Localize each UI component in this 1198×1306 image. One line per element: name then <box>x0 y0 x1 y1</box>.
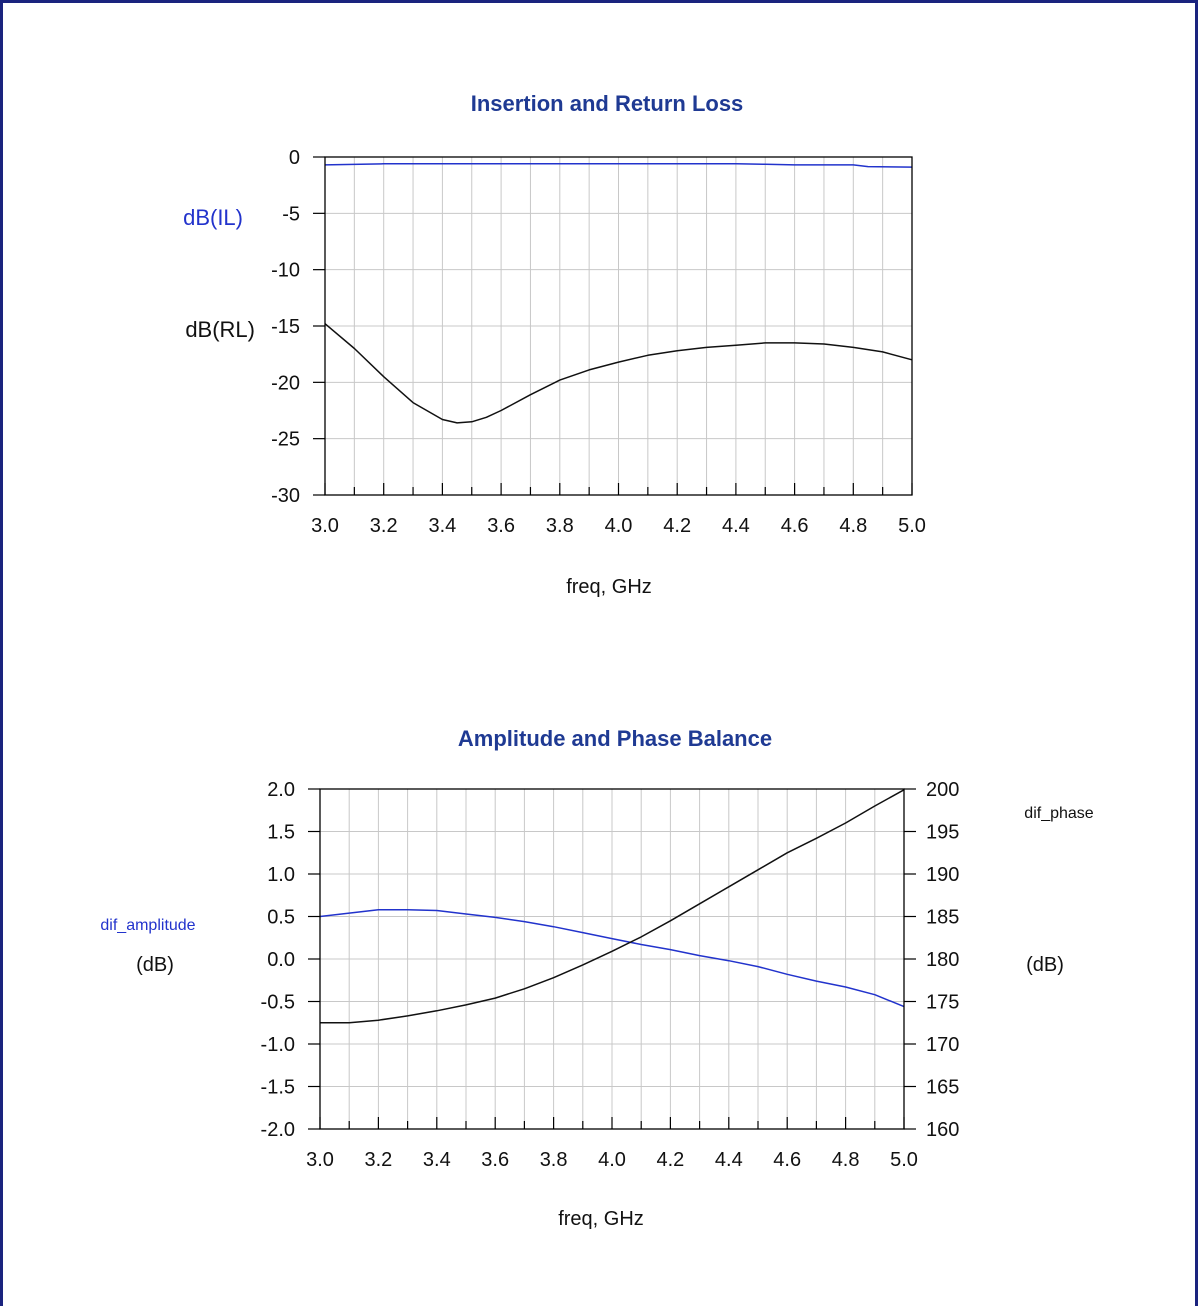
chart1-series <box>324 163 913 424</box>
c2-y2-tick-label: 195 <box>926 822 959 844</box>
c1-series-line-db-il- <box>324 163 913 168</box>
c2-x-tick-label: 4.8 <box>832 1149 860 1171</box>
c2-x-tick-label: 3.8 <box>540 1149 568 1171</box>
charts-canvas: Insertion and Return Loss 3.0 3.2 3.4 3.6 3.… <box>100 91 1093 1230</box>
chart1-series-label-il: dB(IL) <box>183 205 243 230</box>
c1-x-tick-label: 4.4 <box>722 515 750 537</box>
c1-series-line-db-rl- <box>324 323 913 424</box>
c1-y-tick-label: -10 <box>271 260 300 282</box>
chart2-right-unit: (dB) <box>1026 954 1064 976</box>
c1-x-tick-label: 4.0 <box>605 515 633 537</box>
c2-y-tick-label: 2.0 <box>267 779 295 801</box>
insertion-return-loss-chart: Insertion and Return Loss 3.0 3.2 3.4 3.6 3.… <box>183 91 926 598</box>
chart2-series-label-amplitude: dif_amplitude <box>100 917 195 934</box>
c2-y-tick-label: 0.0 <box>267 949 295 971</box>
c2-x-tick-label: 3.2 <box>364 1149 392 1171</box>
chart2-y-ticks: 2.0 1.5 1.0 0.5 0.0 -0.5 -1.0 -1.5 -2.0 <box>261 779 320 1141</box>
c2-series-line-dif-phase <box>320 789 905 1024</box>
c2-x-tick-label: 5.0 <box>890 1149 918 1171</box>
c1-y-tick-label: -25 <box>271 429 300 451</box>
chart2-title: Amplitude and Phase Balance <box>458 726 772 751</box>
c1-x-tick-label: 4.2 <box>663 515 691 537</box>
chart2-grid <box>320 789 904 1129</box>
c2-x-tick-label: 4.2 <box>656 1149 684 1171</box>
chart1-y-ticks: 0 -5 -10 -15 -20 -25 -30 <box>271 147 325 507</box>
c1-x-tick-label: 3.6 <box>487 515 515 537</box>
chart1-series-label-rl: dB(RL) <box>185 317 255 342</box>
c2-x-tick-label: 4.6 <box>773 1149 801 1171</box>
c1-x-tick-label: 4.8 <box>839 515 867 537</box>
c1-y-tick-label: -20 <box>271 372 300 394</box>
c2-y-tick-label: -1.0 <box>261 1034 295 1056</box>
chart1-xlabel: freq, GHz <box>566 576 652 598</box>
c1-x-tick-label: 4.6 <box>781 515 809 537</box>
c2-y2-tick-label: 170 <box>926 1034 959 1056</box>
c1-x-tick-label: 3.4 <box>428 515 456 537</box>
c2-y2-tick-label: 175 <box>926 992 959 1014</box>
chart2-series <box>319 789 905 1024</box>
c2-y-tick-label: 0.5 <box>267 907 295 929</box>
chart2-x-ticks: 3.0 3.2 3.4 3.6 3.8 4.0 4.2 4.4 4.6 4.8 5.0 <box>306 1117 918 1171</box>
c2-y-tick-label: -1.5 <box>261 1077 295 1099</box>
c1-y-tick-label: -15 <box>271 316 300 338</box>
c1-y-tick-label: -5 <box>282 203 300 225</box>
c1-x-tick-label: 3.8 <box>546 515 574 537</box>
c2-series-line-dif-amplitude <box>319 908 905 1008</box>
c2-y2-tick-label: 200 <box>926 779 959 801</box>
chart2-left-unit: (dB) <box>136 954 174 976</box>
c2-y-tick-label: 1.5 <box>267 822 295 844</box>
chart1-grid <box>325 157 912 495</box>
c2-y2-tick-label: 180 <box>926 949 959 971</box>
chart2-y2-ticks: 200 195 190 185 180 175 170 165 160 <box>904 779 959 1141</box>
c2-x-tick-label: 3.6 <box>481 1149 509 1171</box>
c2-x-tick-label: 3.4 <box>423 1149 451 1171</box>
c2-y-tick-label: 1.0 <box>267 864 295 886</box>
c2-y2-tick-label: 160 <box>926 1119 959 1141</box>
c1-x-tick-label: 3.2 <box>370 515 398 537</box>
chart1-title: Insertion and Return Loss <box>471 91 744 116</box>
c2-x-tick-label: 4.0 <box>598 1149 626 1171</box>
c1-y-tick-label: -30 <box>271 485 300 507</box>
c2-y2-tick-label: 190 <box>926 864 959 886</box>
c2-x-tick-label: 4.4 <box>715 1149 743 1171</box>
c2-y-tick-label: -2.0 <box>261 1119 295 1141</box>
c1-y-tick-label: 0 <box>289 147 300 169</box>
amplitude-phase-balance-chart: Amplitude and Phase Balance 3.0 3.2 3.4 3.6… <box>100 726 1093 1230</box>
c2-y-tick-label: -0.5 <box>261 992 295 1014</box>
chart1-x-ticks: 3.0 3.2 3.4 3.6 3.8 4.0 4.2 4.4 4.6 4.8 5.0 <box>311 483 926 537</box>
chart2-series-label-phase: dif_phase <box>1024 805 1093 822</box>
chart2-xlabel: freq, GHz <box>558 1208 644 1230</box>
c1-x-tick-label: 5.0 <box>898 515 926 537</box>
c2-x-tick-label: 3.0 <box>306 1149 334 1171</box>
c1-x-tick-label: 3.0 <box>311 515 339 537</box>
c2-y2-tick-label: 185 <box>926 907 959 929</box>
c2-y2-tick-label: 165 <box>926 1077 959 1099</box>
